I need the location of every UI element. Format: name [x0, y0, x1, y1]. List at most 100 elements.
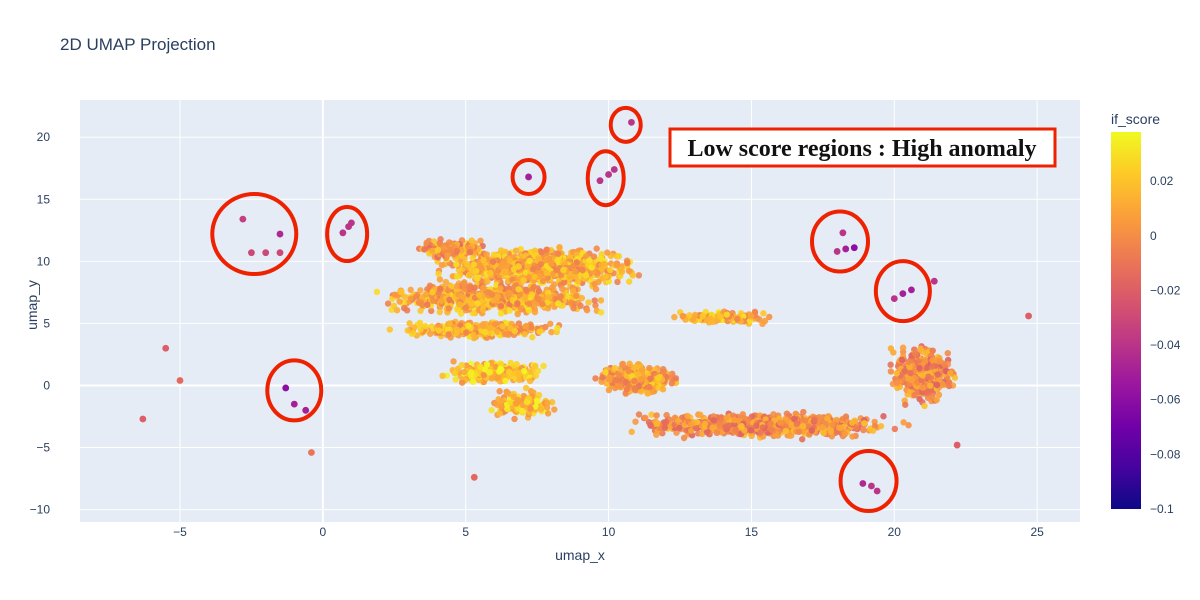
x-tick-label: 20 [888, 525, 902, 539]
data-point [616, 383, 624, 390]
data-point [480, 284, 487, 291]
y-tick-label: 15 [37, 192, 51, 206]
data-point [537, 261, 544, 268]
data-point [453, 273, 461, 280]
data-point [423, 239, 430, 247]
data-point [800, 408, 807, 416]
data-point [510, 265, 517, 273]
data-point [635, 272, 643, 279]
data-point [568, 299, 575, 306]
data-point [522, 322, 530, 330]
y-tick-label: 0 [43, 378, 50, 392]
data-point [929, 357, 936, 364]
data-point [616, 372, 623, 379]
data-point [527, 405, 534, 412]
data-point [534, 367, 542, 375]
data-point [802, 417, 809, 424]
data-point [544, 274, 552, 281]
data-point [411, 324, 418, 331]
data-point [542, 323, 549, 331]
data-point [556, 243, 563, 251]
data-point [887, 345, 895, 352]
data-point [642, 414, 649, 421]
data-point [798, 436, 806, 443]
data-point [710, 417, 718, 424]
data-point [570, 305, 577, 312]
data-point [544, 299, 551, 306]
data-point [637, 388, 645, 395]
data-point [428, 323, 436, 330]
anomaly-point [276, 230, 284, 238]
data-point [723, 311, 731, 318]
data-point [461, 368, 468, 376]
data-point [732, 426, 739, 434]
data-point [468, 372, 475, 379]
data-point [409, 329, 417, 337]
data-point [829, 421, 836, 429]
data-point [611, 364, 619, 372]
anomaly-point [162, 344, 170, 352]
data-point [511, 415, 518, 423]
data-point [654, 374, 662, 382]
anomaly-highlight-circle [325, 205, 370, 264]
x-tick-label: 10 [602, 525, 616, 539]
data-point [734, 315, 741, 323]
x-axis-title: umap_x [555, 547, 605, 563]
data-point [525, 263, 532, 270]
data-point [869, 427, 877, 434]
data-point [703, 428, 711, 436]
data-point [525, 300, 533, 308]
data-point [470, 261, 478, 268]
data-point [497, 285, 504, 292]
data-point [841, 430, 848, 437]
data-point [497, 247, 505, 254]
data-point [592, 302, 599, 309]
data-point [490, 251, 498, 258]
anomaly-point [139, 415, 147, 423]
data-point [916, 395, 923, 403]
data-point [526, 257, 533, 264]
plot-area [80, 100, 1080, 522]
data-point [667, 374, 675, 381]
data-point [747, 312, 755, 320]
data-point [559, 285, 566, 293]
data-point [635, 411, 643, 418]
data-point [709, 424, 716, 431]
data-point [713, 429, 721, 437]
data-point [933, 396, 941, 404]
data-point [925, 373, 932, 380]
data-point [440, 244, 447, 251]
data-point [638, 366, 646, 374]
data-point [824, 415, 831, 422]
data-point [928, 363, 936, 370]
data-point [538, 249, 545, 256]
data-point [514, 397, 522, 404]
colorbar-gradient [1111, 132, 1141, 509]
data-point [537, 406, 545, 413]
data-point [877, 422, 885, 430]
data-point [502, 331, 510, 338]
data-point [417, 307, 424, 314]
data-point [373, 288, 381, 296]
data-point [529, 266, 537, 273]
anomaly-point [290, 400, 298, 408]
data-point [436, 276, 444, 283]
data-point [543, 246, 550, 253]
data-point [915, 357, 922, 365]
anomaly-point [302, 406, 310, 414]
data-point [453, 329, 460, 337]
data-point [543, 269, 550, 277]
data-point [646, 364, 653, 372]
data-point [422, 291, 429, 298]
data-point [429, 289, 436, 296]
data-point [505, 289, 513, 297]
data-point [919, 372, 926, 379]
data-point [429, 247, 436, 254]
data-point [759, 320, 766, 328]
data-point [573, 292, 580, 300]
data-point [707, 315, 714, 323]
data-point [632, 418, 639, 425]
data-point [446, 320, 453, 327]
data-point [494, 293, 501, 300]
